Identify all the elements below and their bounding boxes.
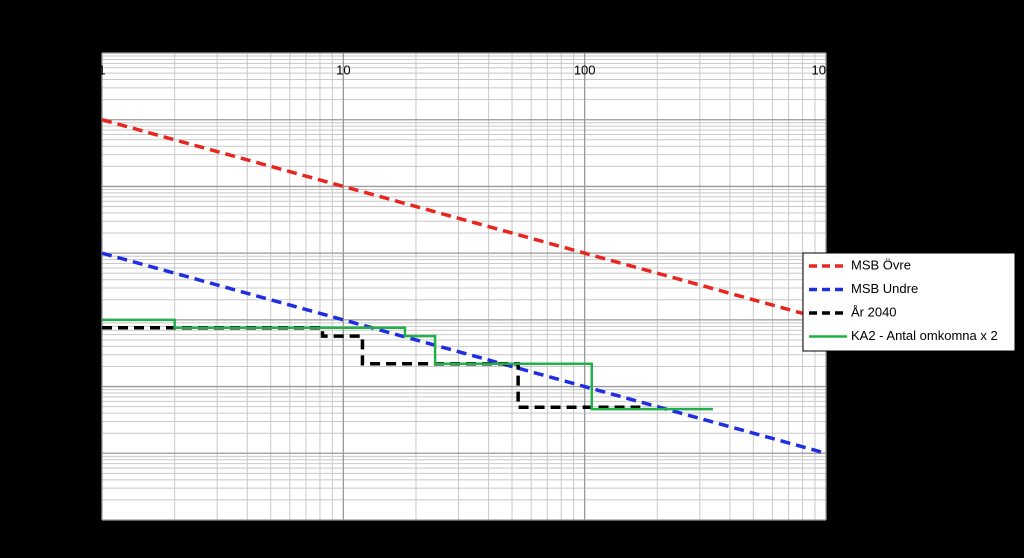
series-line	[102, 318, 713, 411]
x-tick-label: 1	[98, 62, 105, 77]
y-tick-label: 0.00001	[47, 178, 94, 193]
series-line	[101, 118, 827, 322]
series-line	[101, 251, 827, 455]
legend-label: MSB Undre	[851, 281, 918, 296]
legend-label: KA2 - Antal omkomna x 2	[851, 328, 998, 343]
x-tick-label: 100	[574, 62, 596, 77]
y-tick-label: 0.0001	[54, 111, 94, 126]
y-tick-label: 0.000001	[40, 245, 94, 260]
legend-box	[802, 252, 1016, 352]
y-tick-label: 0.001	[61, 44, 94, 59]
y-tick-label: 1e-7	[68, 311, 94, 326]
series-line	[102, 326, 641, 409]
y-tick-label: 1e-8	[68, 378, 94, 393]
y-tick-label: 1e-9	[68, 445, 94, 460]
y-tick-label: 1e-10	[61, 511, 94, 526]
legend-label: År 2040	[851, 304, 897, 319]
x-tick-label: 10	[336, 62, 350, 77]
legend-label: MSB Övre	[851, 257, 911, 272]
x-tick-label: 1000	[812, 62, 841, 77]
